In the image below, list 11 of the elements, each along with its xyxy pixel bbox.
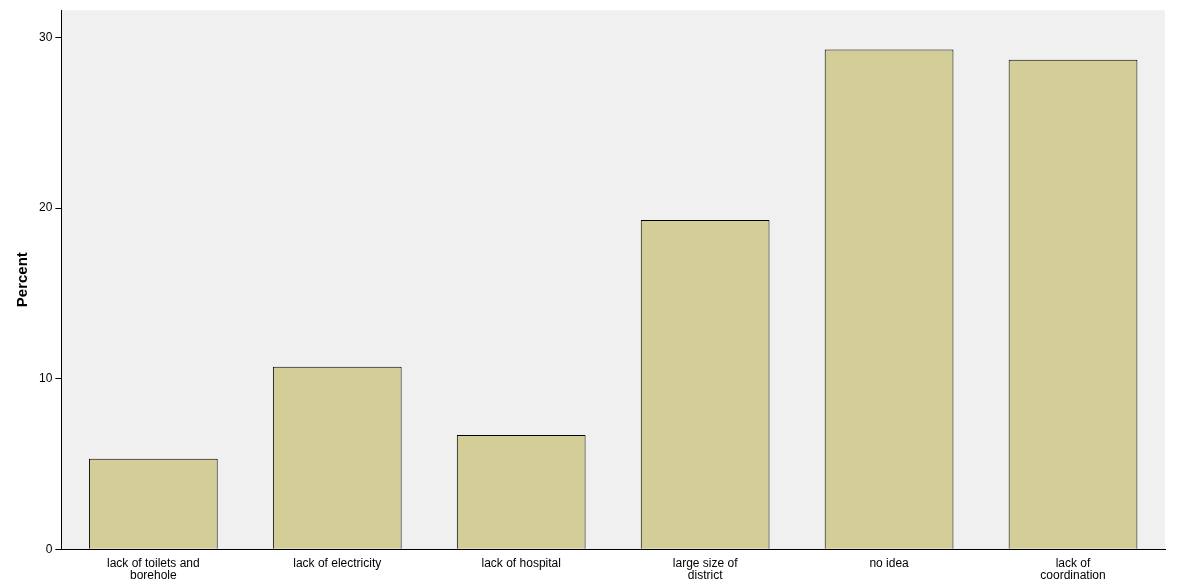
- y-tick-label: 10: [38, 370, 53, 385]
- x-tick-label: lack of electricity: [293, 556, 382, 571]
- x-tick-label: no idea: [869, 556, 910, 571]
- x-tick-label: lack of hospital: [481, 556, 561, 571]
- x-tick-label: lack of toilets and borehole: [106, 556, 200, 582]
- y-axis-title: Percent: [13, 252, 31, 308]
- y-tick-label: 30: [38, 29, 53, 44]
- x-tick-label: lack of coordination: [1040, 556, 1106, 582]
- y-tick-label: 20: [38, 200, 53, 215]
- y-tick-label: 0: [45, 541, 53, 556]
- x-tick-label: large size of district: [672, 556, 739, 582]
